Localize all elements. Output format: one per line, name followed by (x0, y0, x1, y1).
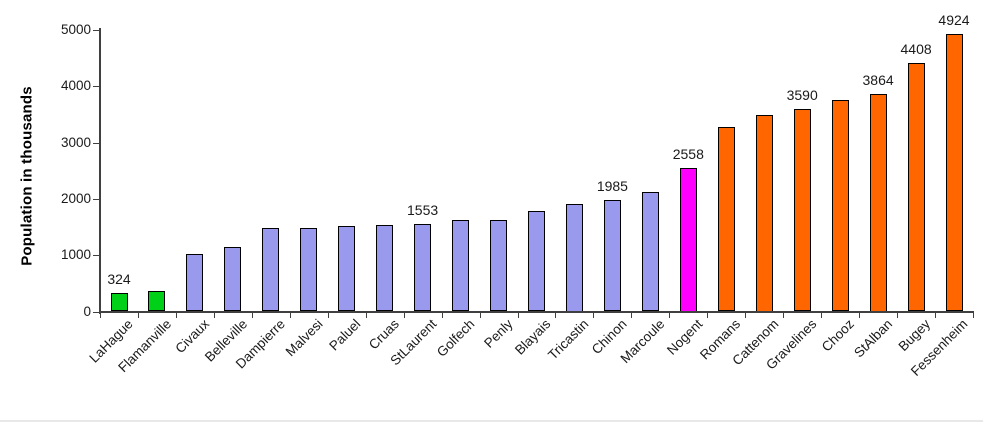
y-tick-mark (93, 30, 100, 31)
bar-romans (717, 126, 735, 312)
bar-fessenheim (945, 34, 963, 312)
category-label-malvesi: Malvesi (282, 316, 326, 360)
bar-stlaurent (414, 224, 432, 312)
x-tick-mark (252, 312, 253, 318)
bar-value-label: 324 (107, 271, 131, 288)
y-tick-mark (93, 199, 100, 200)
x-tick-mark (290, 312, 291, 318)
bar-cruas (376, 224, 394, 312)
y-tick-label: 3000 (60, 134, 91, 150)
x-axis-line (99, 310, 974, 313)
y-tick-label: 0 (83, 303, 91, 319)
category-label-paluel: Paluel (326, 316, 364, 354)
bar-belleville (224, 246, 242, 312)
y-tick-label: 2000 (60, 190, 91, 206)
y-tick-mark (93, 143, 100, 144)
bar-value-label: 3864 (862, 72, 894, 88)
x-tick-mark (138, 312, 139, 318)
category-label-tricastin: Tricastin (545, 316, 592, 363)
x-tick-mark (707, 312, 708, 318)
x-tick-mark (442, 312, 443, 318)
x-tick-mark (100, 312, 101, 318)
bar-stalban (869, 94, 887, 312)
bar-chinon (603, 199, 621, 312)
y-tick-mark (93, 255, 100, 256)
bar-flamanville (148, 290, 166, 312)
x-tick-mark (859, 312, 860, 318)
bar-marcoule (641, 191, 659, 312)
bar-lahague (110, 293, 128, 312)
bar-penly (490, 219, 507, 312)
bar-value-label: 2558 (672, 145, 704, 162)
category-label-penly: Penly (480, 316, 516, 351)
x-tick-mark (669, 312, 670, 318)
x-tick-mark (783, 312, 784, 318)
bar-gravelines (793, 109, 811, 312)
bar-value-label: 1985 (596, 177, 628, 194)
x-tick-mark (745, 312, 746, 318)
y-tick-mark (93, 312, 100, 313)
bar-value-label: 4408 (900, 41, 932, 58)
y-tick-label: 5000 (60, 22, 91, 37)
x-tick-mark (404, 312, 405, 318)
y-tick-label: 1000 (60, 247, 91, 263)
bar-cattenom (755, 115, 773, 312)
category-label-stalban: StAlban (850, 316, 896, 361)
y-tick-label: 4000 (60, 78, 91, 94)
x-tick-mark (555, 312, 556, 318)
x-tick-mark (897, 312, 898, 318)
bar-malvesi (300, 228, 318, 312)
x-tick-mark (176, 312, 177, 318)
x-tick-mark (328, 312, 329, 318)
bar-civaux (186, 254, 204, 312)
x-tick-mark (480, 312, 481, 318)
bar-value-label: 4924 (938, 12, 970, 29)
x-tick-mark (631, 312, 632, 318)
bar-dampierre (262, 228, 280, 312)
bar-paluel (338, 225, 356, 312)
x-tick-mark (366, 312, 367, 318)
bar-bugey (907, 63, 925, 312)
bar-golfech (452, 220, 470, 312)
x-tick-mark (593, 312, 594, 318)
bar-nogent (679, 167, 697, 312)
x-tick-mark (821, 312, 822, 318)
bar-value-label: 3590 (786, 87, 818, 104)
x-tick-mark (518, 312, 519, 318)
y-axis-line (99, 28, 101, 314)
y-tick-mark (93, 86, 100, 87)
bar-blayais (528, 210, 545, 312)
x-tick-mark (935, 312, 936, 318)
x-tick-mark (973, 312, 974, 318)
bar-value-label: 1553 (407, 202, 439, 219)
x-tick-mark (214, 312, 215, 318)
bar-chooz (831, 100, 849, 312)
category-label-golfech: Golfech (433, 316, 478, 360)
bar-tricastin (566, 204, 583, 312)
bottom-divider (0, 420, 983, 422)
y-axis-title: Population in thousands (18, 86, 36, 266)
